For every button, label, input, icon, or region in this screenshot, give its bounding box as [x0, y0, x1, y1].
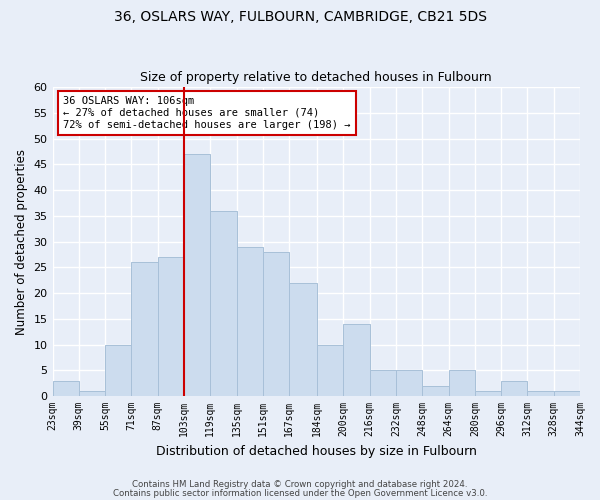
Bar — [236, 246, 263, 396]
Bar — [370, 370, 396, 396]
Bar — [53, 380, 79, 396]
Bar — [158, 257, 184, 396]
Bar — [79, 391, 105, 396]
Text: Contains public sector information licensed under the Open Government Licence v3: Contains public sector information licen… — [113, 490, 487, 498]
Text: 36, OSLARS WAY, FULBOURN, CAMBRIDGE, CB21 5DS: 36, OSLARS WAY, FULBOURN, CAMBRIDGE, CB2… — [113, 10, 487, 24]
Bar — [105, 344, 131, 396]
Y-axis label: Number of detached properties: Number of detached properties — [15, 148, 28, 334]
X-axis label: Distribution of detached houses by size in Fulbourn: Distribution of detached houses by size … — [156, 444, 477, 458]
Bar — [449, 370, 475, 396]
Bar — [317, 344, 343, 396]
Bar — [527, 391, 554, 396]
Text: 36 OSLARS WAY: 106sqm
← 27% of detached houses are smaller (74)
72% of semi-deta: 36 OSLARS WAY: 106sqm ← 27% of detached … — [63, 96, 350, 130]
Title: Size of property relative to detached houses in Fulbourn: Size of property relative to detached ho… — [140, 72, 492, 85]
Text: Contains HM Land Registry data © Crown copyright and database right 2024.: Contains HM Land Registry data © Crown c… — [132, 480, 468, 489]
Bar — [131, 262, 158, 396]
Bar — [343, 324, 370, 396]
Bar — [289, 283, 317, 396]
Bar — [501, 380, 527, 396]
Bar — [554, 391, 580, 396]
Bar — [184, 154, 210, 396]
Bar — [263, 252, 289, 396]
Bar — [475, 391, 501, 396]
Bar — [422, 386, 449, 396]
Bar — [210, 210, 236, 396]
Bar — [396, 370, 422, 396]
